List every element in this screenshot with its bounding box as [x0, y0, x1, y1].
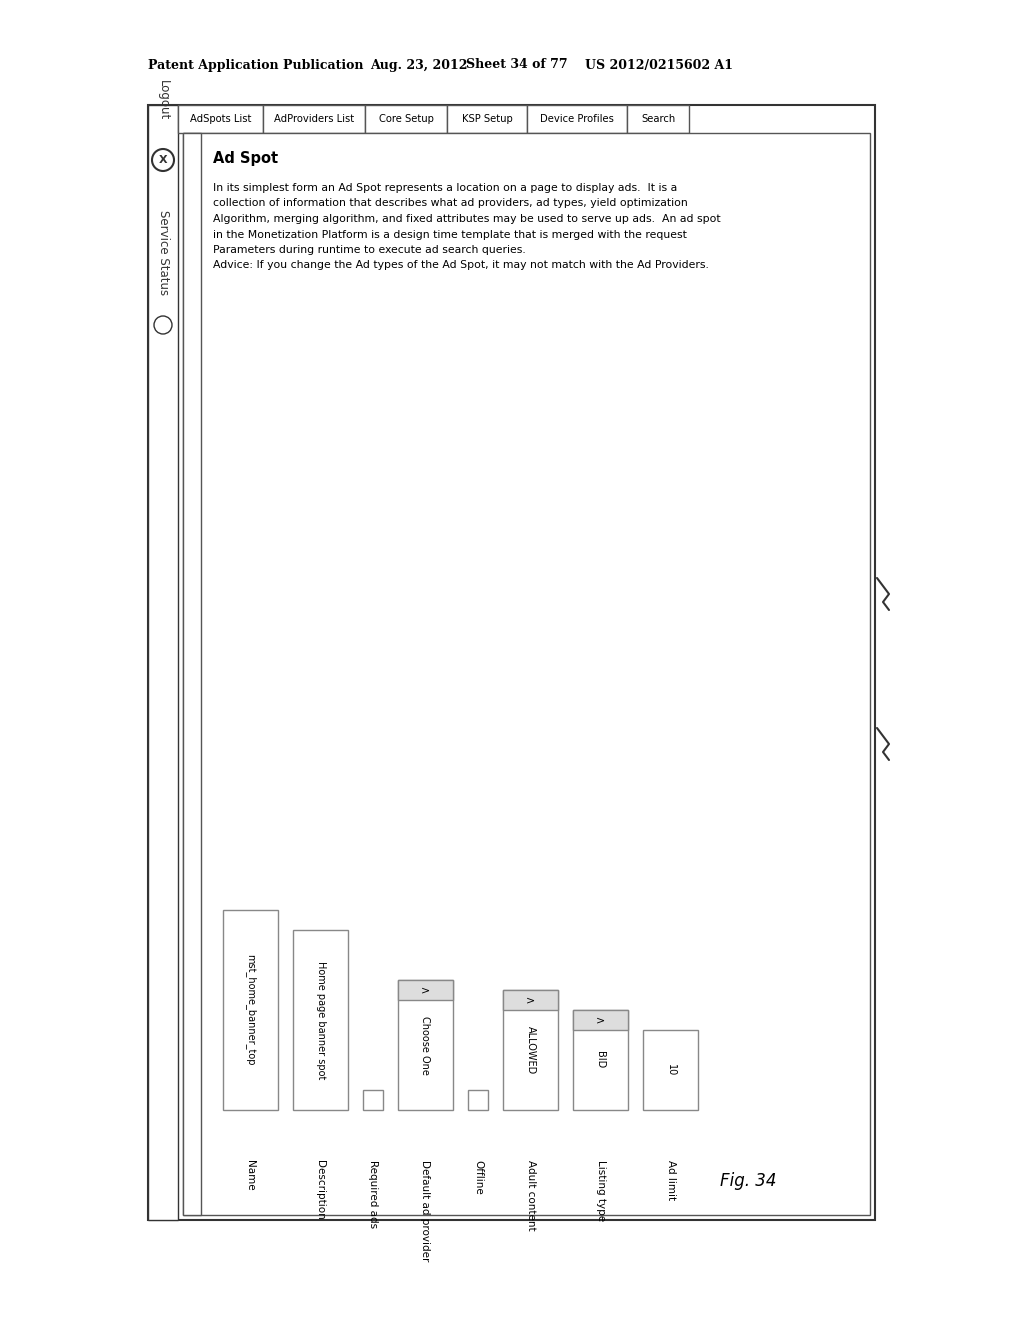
Text: Name: Name [246, 1160, 256, 1191]
Text: Core Setup: Core Setup [379, 114, 433, 124]
Text: >: > [526, 995, 536, 1005]
Text: Offline: Offline [473, 1160, 483, 1195]
Text: Advice: If you change the Ad types of the Ad Spot, it may not match with the Ad : Advice: If you change the Ad types of th… [213, 260, 709, 271]
Text: Search: Search [641, 114, 675, 124]
Bar [643, 1030, 698, 1110]
Bar [362, 1090, 383, 1110]
Bar [183, 133, 870, 1214]
Bar [503, 990, 558, 1110]
Text: >: > [421, 985, 430, 995]
Bar [447, 106, 527, 133]
Text: 10: 10 [666, 1064, 676, 1076]
Text: Service Status: Service Status [157, 210, 170, 294]
Text: AdProviders List: AdProviders List [274, 114, 354, 124]
Text: Aug. 23, 2012: Aug. 23, 2012 [370, 58, 468, 71]
Text: collection of information that describes what ad providers, ad types, yield opti: collection of information that describes… [213, 198, 688, 209]
Text: Patent Application Publication: Patent Application Publication [148, 58, 364, 71]
Text: >: > [596, 1015, 605, 1026]
Text: ALLOWED: ALLOWED [525, 1026, 536, 1074]
Text: KSP Setup: KSP Setup [462, 114, 512, 124]
Bar [627, 106, 689, 133]
Bar [263, 106, 365, 133]
Bar [148, 106, 178, 1220]
Text: mst_home_banner_top: mst_home_banner_top [245, 954, 256, 1065]
Bar [148, 106, 874, 1220]
Bar [398, 979, 453, 1110]
Text: Parameters during runtime to execute ad search queries.: Parameters during runtime to execute ad … [213, 246, 525, 255]
Bar [468, 1090, 488, 1110]
Text: in the Monetization Platform is a design time template that is merged with the r: in the Monetization Platform is a design… [213, 230, 687, 239]
Bar [293, 931, 348, 1110]
Text: Adult content: Adult content [525, 1160, 536, 1230]
Bar [223, 909, 278, 1110]
Text: Required ads: Required ads [368, 1160, 378, 1228]
Text: BID: BID [596, 1051, 605, 1069]
Text: Device Profiles: Device Profiles [540, 114, 614, 124]
Bar [178, 106, 263, 133]
Bar [573, 1010, 628, 1030]
Text: X: X [159, 154, 167, 165]
Text: Ad limit: Ad limit [666, 1160, 676, 1200]
Bar [503, 990, 558, 1010]
Text: Home page banner spot: Home page banner spot [315, 961, 326, 1080]
Text: Fig. 34: Fig. 34 [720, 1172, 776, 1191]
Bar [183, 133, 201, 1214]
Text: US 2012/0215602 A1: US 2012/0215602 A1 [585, 58, 733, 71]
Text: Logout: Logout [157, 79, 170, 120]
Text: In its simplest form an Ad Spot represents a location on a page to display ads. : In its simplest form an Ad Spot represen… [213, 183, 677, 193]
Text: Listing type: Listing type [596, 1160, 605, 1221]
Text: Sheet 34 of 77: Sheet 34 of 77 [466, 58, 567, 71]
Bar [573, 1010, 628, 1110]
Text: Choose One: Choose One [421, 1015, 430, 1074]
Text: AdSpots List: AdSpots List [189, 114, 251, 124]
Text: Algorithm, merging algorithm, and fixed attributes may be used to serve up ads. : Algorithm, merging algorithm, and fixed … [213, 214, 721, 224]
Bar [365, 106, 447, 133]
Text: Ad Spot: Ad Spot [213, 150, 279, 166]
Bar [398, 979, 453, 1001]
Text: Description: Description [315, 1160, 326, 1220]
Text: Default ad provider: Default ad provider [421, 1160, 430, 1262]
Bar [527, 106, 627, 133]
